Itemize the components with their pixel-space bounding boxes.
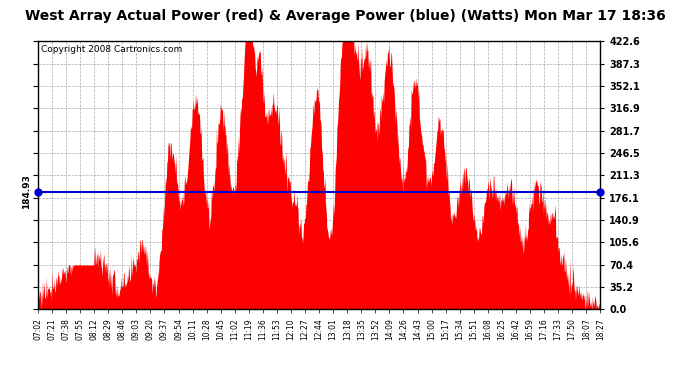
Text: West Array Actual Power (red) & Average Power (blue) (Watts) Mon Mar 17 18:36: West Array Actual Power (red) & Average … bbox=[25, 9, 665, 23]
Text: 184.93: 184.93 bbox=[21, 175, 31, 210]
Text: Copyright 2008 Cartronics.com: Copyright 2008 Cartronics.com bbox=[41, 45, 182, 54]
